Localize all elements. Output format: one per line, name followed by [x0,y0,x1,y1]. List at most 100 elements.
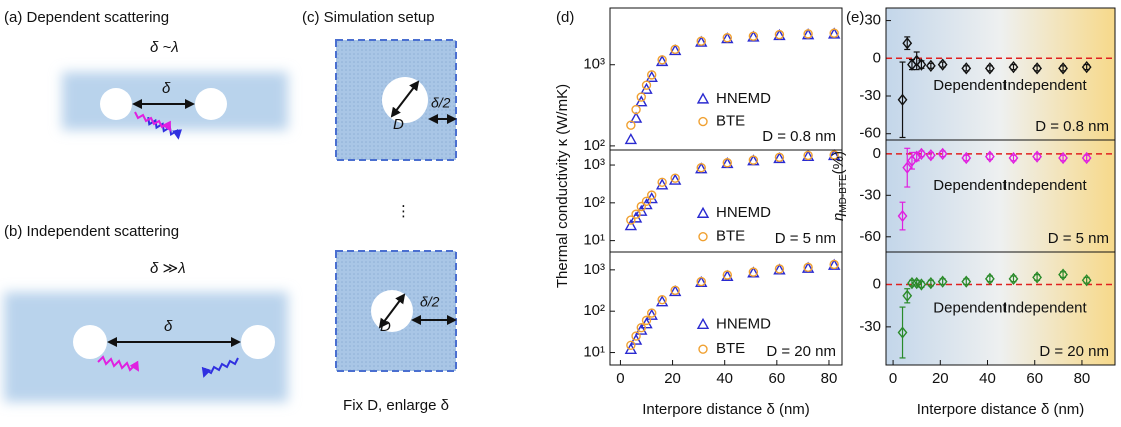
marker-diamond [916,278,927,291]
diameter-arrow [378,293,406,329]
simulation-cell [335,39,457,161]
x-axis-label: Interpore distance δ (nm) [642,401,810,418]
x-tick-label: 20 [932,370,949,387]
marker-circle [657,294,667,305]
y-axis-label-sub: MD-BTE [838,174,849,213]
error-bar [918,60,925,69]
marker-triangle [645,308,658,320]
panel-label: (e) [846,9,864,26]
marker-diamond [984,62,995,75]
y-tick-label: 10² [583,302,605,319]
y-tick-label: 10¹ [583,344,605,361]
marker-triangle [624,219,638,231]
y-tick-label: 0 [873,145,881,162]
marker-triangle [721,32,734,44]
marker-circle [636,92,646,102]
pore-label: D [393,116,404,133]
annotation: D = 5 nm [775,230,836,247]
marker-circle [626,120,636,130]
annotation: D = 20 nm [1039,343,1109,360]
y-tick-label: -60 [859,125,881,142]
plot-background [886,140,1115,252]
marker-circle [722,270,733,280]
region-label: Independent [1003,77,1087,94]
y-tick-label: -30 [859,186,881,203]
region-label: Dependent [933,177,1007,194]
marker-diamond [897,93,908,106]
marker-diamond [984,150,995,163]
marker-circle [657,177,667,187]
marker-circle [722,33,733,43]
marker-diamond [937,58,948,71]
marker-triangle [773,263,786,275]
y-tick-label: 10² [583,194,605,211]
marker-diamond [1032,271,1042,284]
pore-label: D [380,318,391,335]
marker-circle [641,80,652,90]
marker-circle [636,322,646,333]
marker-circle [803,150,813,161]
y-tick-label: -60 [859,228,881,245]
plot-frame [609,251,843,366]
legend-label: BTE [716,113,745,130]
marker-triangle [827,27,841,39]
marker-triangle [721,157,734,169]
y-tick-label: 10³ [583,56,605,73]
error-bar [899,61,906,139]
panel-label: (d) [556,9,574,26]
marker-diamond [961,151,972,165]
medium [62,72,288,130]
phonon-wave [201,357,239,378]
y-axis-label-unit: (%) [830,151,847,174]
marker-circle [647,70,657,80]
marker-circle [698,231,708,242]
marker-circle [657,55,667,65]
marker-circle [636,201,646,212]
x-tick-label: 0 [616,370,624,387]
legend-label: HNEMD [716,204,771,221]
marker-triangle [696,206,710,218]
medium [4,292,288,402]
y-tick-label: 10² [583,137,605,154]
x-tick-label: 20 [664,370,681,387]
marker-diamond [1008,60,1019,74]
x-tick-label: 60 [768,370,785,387]
marker-diamond [984,272,995,285]
y-axis-label-main: η [830,213,847,221]
marker-triangle [668,285,682,297]
x-tick-label: 40 [716,370,733,387]
marker-triangle [696,92,710,104]
marker-circle [748,31,759,41]
legend-label: HNEMD [716,315,771,332]
marker-diamond [1058,151,1068,165]
marker-diamond [1058,268,1068,281]
panel-label: (b) Independent scattering [4,223,179,240]
marker-circle [774,29,785,40]
marker-triangle [645,70,658,83]
y-tick-label: 10³ [583,156,605,173]
marker-triangle [801,261,815,273]
marker-diamond [961,275,972,288]
marker-diamond [916,147,927,160]
distance-label: δ [164,318,173,335]
x-tick-label: 40 [979,370,996,387]
marker-diamond [897,209,908,223]
marker-circle [698,116,708,127]
y-tick-label: 0 [873,275,881,292]
relation: δ ~λ [150,39,179,56]
phonon-wave [97,355,140,372]
region-label: Dependent [933,77,1007,94]
marker-circle [641,196,652,206]
marker-triangle [629,111,643,123]
pore [100,88,132,120]
annotation: D = 0.8 nm [762,128,836,145]
marker-triangle [668,173,682,185]
pore [73,325,107,359]
legend-label: BTE [716,340,745,357]
plot-background [886,252,1115,365]
y-tick-label: -30 [859,318,881,335]
marker-diamond [1081,274,1092,287]
error-bar [899,201,906,231]
plot-background [886,8,1115,140]
x-tick-label: 80 [821,370,838,387]
